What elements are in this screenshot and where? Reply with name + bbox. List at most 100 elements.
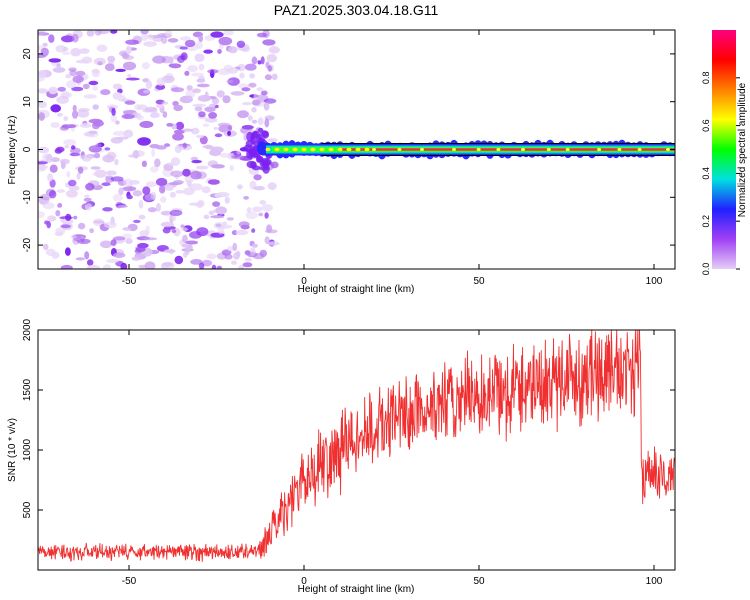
noise-blob <box>55 210 61 217</box>
noise-blob <box>203 49 213 54</box>
noise-blob <box>190 170 202 180</box>
noise-blob <box>217 226 224 235</box>
spectrogram-y-tick-label: 10 <box>22 96 33 108</box>
noise-blob <box>49 190 57 199</box>
noise-blob <box>223 30 234 36</box>
noise-blob <box>68 185 80 191</box>
noise-blob <box>267 182 277 191</box>
noise-blob <box>180 227 189 232</box>
noise-blob <box>64 145 70 149</box>
noise-blob <box>133 150 139 159</box>
noise-blob <box>96 44 108 52</box>
noise-blob <box>198 75 205 82</box>
noise-blob <box>60 35 75 43</box>
noise-blob <box>131 256 142 261</box>
noise-blob <box>173 104 183 112</box>
noise-blob <box>79 123 92 128</box>
noise-blob <box>45 248 56 256</box>
noise-blob <box>121 52 130 59</box>
snr-trace <box>38 330 675 562</box>
noise-blob <box>92 104 99 110</box>
noise-blob <box>140 32 149 41</box>
noise-blob <box>56 63 61 68</box>
noise-blob <box>189 202 201 206</box>
noise-blob <box>190 156 199 161</box>
snr-y-tick-label: 500 <box>22 501 33 518</box>
noise-blob <box>105 170 117 176</box>
noise-blob <box>204 117 218 123</box>
noise-blob <box>240 224 250 230</box>
noise-blob <box>270 161 279 169</box>
noise-blob <box>115 120 120 125</box>
noise-blob <box>162 111 168 118</box>
colorbar-tick-label: 0.8 <box>701 72 711 85</box>
noise-blob <box>241 125 254 130</box>
noise-blob <box>57 113 64 117</box>
noise-blob <box>112 83 123 90</box>
noise-blob <box>38 112 45 121</box>
noise-blob <box>122 227 132 231</box>
spectrogram-x-ticks: -50 0 50 100 <box>122 30 663 287</box>
noise-blob <box>172 180 184 185</box>
noise-blob <box>59 125 69 131</box>
noise-blob <box>75 257 86 261</box>
noise-blob <box>92 85 98 91</box>
noise-blob <box>194 106 203 112</box>
signal-peak <box>546 148 551 151</box>
noise-blob <box>185 240 199 245</box>
noise-blob <box>166 123 174 127</box>
noise-blob <box>147 34 154 41</box>
noise-blob <box>208 210 214 216</box>
noise-blob <box>121 113 135 120</box>
signal-band <box>257 139 675 160</box>
noise-blob <box>152 55 166 64</box>
noise-blob <box>192 103 207 107</box>
noise-blob <box>48 215 57 222</box>
noise-blob <box>52 67 66 73</box>
signal-peak <box>452 148 456 151</box>
noise-blob <box>102 154 115 163</box>
noise-blob <box>164 143 171 147</box>
noise-blob <box>144 106 157 112</box>
noise-blob <box>93 220 105 224</box>
noise-blob <box>226 217 234 221</box>
noise-blob <box>196 83 210 88</box>
noise-blob <box>183 187 195 196</box>
noise-blob <box>104 63 115 71</box>
noise-blob <box>182 168 191 177</box>
noise-blob <box>174 255 184 265</box>
noise-blob <box>191 127 200 135</box>
snr-line <box>38 330 675 562</box>
noise-blob <box>50 157 60 163</box>
noise-blob <box>101 182 111 187</box>
noise-blob <box>91 121 100 130</box>
noise-blob <box>38 31 47 36</box>
noise-blob <box>65 189 78 198</box>
noise-blob <box>154 158 161 168</box>
noise-blob <box>55 45 67 53</box>
noise-blob <box>42 202 55 210</box>
noise-blob <box>237 110 249 119</box>
noise-blob <box>86 30 95 37</box>
noise-blob <box>126 194 133 200</box>
noise-blob <box>210 31 224 38</box>
spectrogram-y-ticks: -20 -10 0 10 20 <box>22 48 675 252</box>
noise-blob <box>136 113 141 119</box>
noise-blob <box>259 200 267 205</box>
noise-blob <box>163 261 173 267</box>
noise-blob <box>38 161 48 165</box>
noise-blob <box>68 179 77 187</box>
noise-blob <box>143 237 158 241</box>
noise-blob <box>100 89 111 96</box>
noise-blob <box>57 203 63 208</box>
signal-peak <box>319 147 325 152</box>
noise-blob <box>244 257 252 262</box>
noise-blob <box>114 158 119 166</box>
noise-blob <box>120 262 128 269</box>
noise-blob <box>77 166 84 174</box>
spectrogram-x-tick-label: 0 <box>301 276 307 287</box>
signal-peak <box>265 147 271 152</box>
noise-blob <box>214 193 221 198</box>
noise-blob <box>257 60 262 65</box>
noise-blob <box>224 196 230 204</box>
